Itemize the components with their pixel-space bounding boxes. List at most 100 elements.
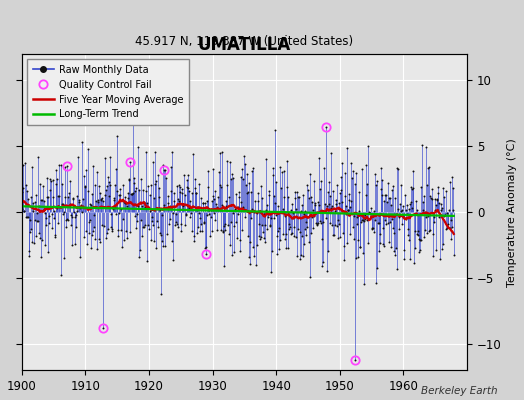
Point (237, 198, 245, 205)
Point (424, 228, 433, 235)
Point (154, 224, 162, 230)
Point (48, 194, 57, 200)
Point (139, 187, 147, 193)
Point (404, 232, 412, 238)
Point (199, 200, 208, 206)
Point (434, 190, 443, 196)
Point (50, 232, 59, 238)
Point (137, 203, 146, 210)
Point (317, 220, 325, 226)
Point (355, 188, 363, 195)
Point (200, 219, 209, 225)
Point (187, 203, 195, 210)
Point (365, 210, 374, 216)
Point (399, 203, 408, 209)
Point (291, 188, 299, 195)
Point (411, 211, 420, 217)
Point (34, 153, 42, 160)
Point (282, 245, 290, 251)
Point (158, 238, 167, 244)
Point (32, 192, 40, 199)
Point (158, 212, 166, 218)
Point (173, 196, 182, 202)
Point (184, 205, 193, 212)
Point (170, 190, 178, 196)
Point (231, 206, 239, 212)
Point (269, 214, 278, 221)
Point (264, 211, 272, 217)
Point (81, 184, 89, 190)
Point (436, 201, 445, 207)
Point (440, 213, 448, 220)
Point (420, 227, 429, 233)
Point (426, 226, 434, 233)
Point (261, 239, 269, 246)
Point (302, 231, 310, 238)
Point (433, 197, 442, 204)
Point (195, 210, 203, 216)
Point (374, 220, 382, 226)
Point (430, 218, 438, 225)
Point (49, 215, 58, 222)
Point (325, 220, 334, 227)
Point (91, 236, 100, 242)
Point (171, 222, 179, 228)
Point (213, 204, 221, 210)
Point (438, 246, 446, 252)
Point (387, 244, 396, 250)
Point (377, 186, 385, 192)
Point (272, 211, 280, 218)
Point (256, 236, 264, 242)
Point (174, 182, 183, 188)
Point (350, 213, 358, 220)
Point (309, 207, 318, 213)
Point (201, 200, 209, 206)
Point (350, 236, 358, 242)
Point (202, 251, 211, 258)
Point (97, 197, 105, 204)
Point (112, 166, 120, 172)
Point (123, 203, 131, 209)
Point (450, 252, 458, 258)
Point (311, 200, 320, 206)
Point (216, 150, 224, 156)
Point (162, 175, 170, 181)
Point (293, 189, 301, 195)
Point (47, 225, 56, 231)
Point (314, 220, 322, 226)
Point (312, 222, 321, 228)
Point (301, 226, 309, 232)
Point (199, 200, 207, 206)
Point (103, 183, 111, 190)
Point (352, 254, 360, 261)
Point (51, 234, 59, 240)
Point (321, 200, 329, 207)
Point (326, 193, 334, 199)
Point (180, 221, 189, 228)
Point (434, 184, 442, 190)
Point (133, 211, 141, 217)
Point (419, 234, 428, 240)
Point (135, 186, 144, 193)
Point (72, 224, 81, 231)
Point (36, 234, 45, 241)
Y-axis label: Temperature Anomaly (°C): Temperature Anomaly (°C) (507, 138, 517, 286)
Point (357, 219, 365, 225)
Point (294, 226, 303, 232)
Point (159, 162, 167, 168)
Point (413, 206, 421, 213)
Point (69, 195, 77, 202)
Point (394, 205, 402, 212)
Point (425, 193, 434, 200)
Point (343, 145, 352, 152)
Point (392, 245, 400, 251)
Point (128, 191, 136, 197)
Point (89, 163, 97, 169)
Point (179, 203, 188, 209)
Point (364, 142, 373, 149)
Point (150, 238, 159, 245)
Point (421, 144, 430, 150)
Point (192, 206, 201, 213)
Point (424, 165, 432, 172)
Point (46, 186, 54, 193)
